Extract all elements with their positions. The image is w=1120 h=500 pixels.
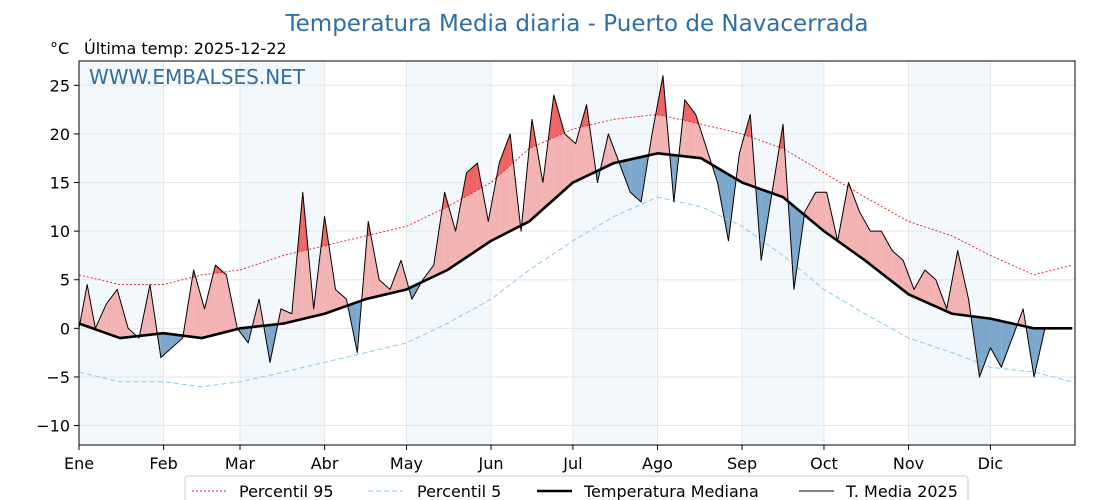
above-median-fill	[444, 192, 456, 272]
chart-title: Temperatura Media diaria - Puerto de Nav…	[285, 11, 869, 37]
series-line-t-media-2025	[78, 75, 1046, 378]
above-median-fill	[848, 182, 860, 257]
y-tick-label: 5	[60, 271, 70, 290]
above-p95-fill	[466, 163, 478, 197]
below-median-fill	[630, 157, 642, 202]
x-tick-label: Mar	[225, 454, 256, 473]
y-tick-label: 25	[50, 76, 70, 95]
plot-area: 25 20 15 10 5 0 −5 −10 Ene Feb Mar Abr May Jun Jul Ago S…	[36, 60, 1076, 473]
watermark: WWW.EMBALSES.NET	[89, 65, 306, 89]
above-median-fill	[870, 231, 882, 274]
series-line-percentil-5	[78, 196, 1073, 388]
month-band	[79, 61, 164, 445]
above-median-fill	[564, 133, 576, 190]
plot-frame	[78, 60, 1076, 446]
y-tick-label: 0	[60, 319, 70, 338]
above-median-fill	[335, 289, 347, 310]
y-tick-label: −10	[36, 417, 70, 436]
above-median-fill	[881, 231, 893, 282]
above-median-fill	[815, 192, 827, 234]
x-tick-label: May	[390, 454, 423, 473]
y-tick-label: −5	[46, 368, 70, 387]
x-tick-label: Ago	[642, 454, 673, 473]
above-median-fill	[204, 265, 216, 338]
above-median-fill	[957, 250, 969, 316]
y-tick-label: 15	[50, 174, 70, 193]
above-median-fill	[117, 289, 129, 338]
above-median-fill	[903, 260, 915, 297]
above-median-fill	[924, 270, 936, 307]
above-median-fill	[695, 114, 707, 162]
month-band	[239, 61, 325, 445]
x-tick-label: Abr	[311, 454, 339, 473]
above-p95-fill	[684, 99, 696, 123]
last-temp-label: Última temp: 2025-12-22	[84, 39, 287, 58]
legend-label-t-media-2025: T. Media 2025	[845, 482, 958, 500]
above-p95-fill	[499, 133, 511, 176]
legend: Percentil 95 Percentil 5 Temperatura Media…	[184, 475, 969, 500]
above-median-fill	[368, 221, 380, 299]
above-median-fill	[488, 163, 500, 243]
below-median-fill	[717, 167, 729, 241]
below-median-fill	[160, 333, 172, 358]
legend-label-percentil-95: Percentil 95	[239, 482, 334, 500]
x-tick-label: Jul	[562, 454, 582, 473]
legend-box	[184, 475, 969, 500]
month-band	[908, 61, 991, 445]
above-median-fill	[914, 270, 925, 302]
below-median-fill	[990, 318, 1002, 368]
above-median-fill	[193, 270, 205, 338]
x-tick-label: Nov	[893, 454, 924, 473]
x-tick-label: Ene	[64, 454, 94, 473]
x-tick-label: Sep	[727, 454, 757, 473]
above-median-fill	[859, 211, 871, 265]
above-median-fill	[215, 265, 227, 335]
y-tick-label: 20	[50, 125, 70, 144]
x-tick-label: Jun	[478, 454, 504, 473]
series-line-temperatura-mediana	[78, 152, 1073, 340]
y-tick-label: 10	[50, 222, 70, 241]
month-band	[742, 61, 824, 445]
below-median-fill	[171, 334, 183, 348]
above-median-fill	[379, 279, 391, 296]
legend-label-percentil-5: Percentil 5	[417, 482, 501, 500]
x-tick-label: Oct	[810, 454, 838, 473]
legend-label-temperatura-mediana: Temperatura Mediana	[583, 482, 759, 500]
below-median-fill	[979, 317, 991, 377]
above-median-fill	[106, 289, 118, 338]
below-median-fill	[1001, 321, 1013, 368]
above-median-fill	[892, 250, 904, 291]
x-tick-label: Feb	[149, 454, 177, 473]
x-tick-label: Dic	[978, 454, 1004, 473]
unit-label: °C	[50, 39, 69, 58]
